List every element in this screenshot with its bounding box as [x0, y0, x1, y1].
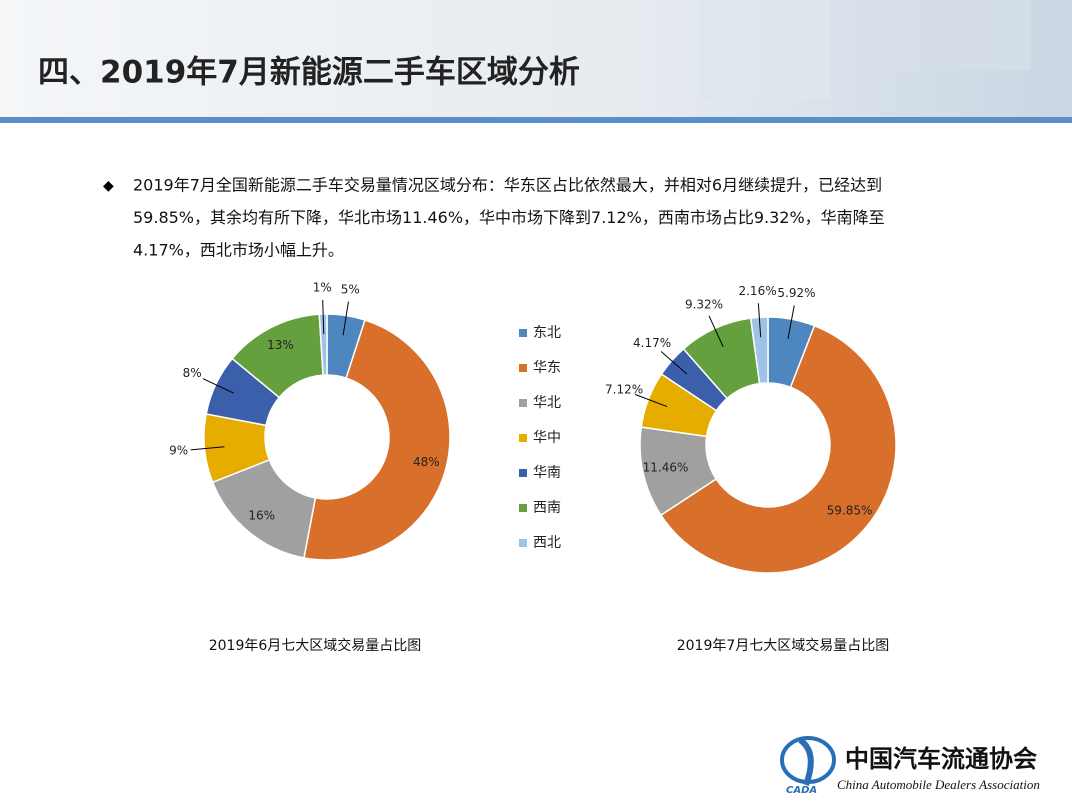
leader-line	[708, 315, 724, 347]
logo-name: 中国汽车流通协会	[845, 745, 1037, 773]
legend-swatch	[519, 504, 527, 512]
legend-label: 华南	[533, 465, 561, 481]
paragraph-line: 59.85%，其余均有所下降，华北市场11.46%，华中市场下降到7.12%，西…	[133, 208, 885, 227]
slide-title: 四、2019年7月新能源二手车区域分析	[38, 55, 580, 91]
data-label: 9.32%	[685, 297, 723, 311]
legend-swatch	[519, 539, 527, 547]
legend-swatch	[519, 434, 527, 442]
paragraph-line: 4.17%，西北市场小幅上升。	[133, 241, 344, 260]
legend-swatch	[519, 469, 527, 477]
charts: 5% 48% 16% 9% 8% 13% 1% 2019年6月七大区域交易量占比图 5.92% 5…	[169, 281, 897, 654]
leader-line	[202, 378, 235, 394]
paragraph-line: 2019年7月全国新能源二手车交易量情况区域分布：华东区占比依然最大，并相对6月…	[133, 176, 882, 195]
legend-label: 华中	[533, 430, 561, 446]
legend-label: 华北	[533, 395, 561, 411]
data-label: 8%	[183, 366, 202, 380]
legend-label: 东北	[533, 325, 561, 341]
bullet: ◆	[103, 178, 114, 194]
donut-slice	[659, 324, 897, 574]
leader-line	[322, 300, 325, 335]
leader-line	[342, 301, 349, 336]
header-rule	[0, 117, 1072, 123]
header-decor	[700, 0, 830, 100]
leader-line	[635, 394, 668, 408]
chart-caption: 2019年6月七大区域交易量占比图	[209, 637, 422, 654]
logo-english: China Automobile Dealers Association	[837, 777, 1040, 792]
data-label: 2.16%	[738, 284, 776, 298]
legend-label: 华东	[533, 360, 561, 376]
header-decor	[880, 0, 1030, 70]
data-label: 16%	[248, 508, 275, 522]
data-label: 9%	[169, 444, 188, 458]
legend-label: 西南	[533, 500, 561, 516]
leader-line	[757, 303, 762, 338]
data-label: 11.46%	[643, 460, 689, 474]
legend-swatch	[519, 399, 527, 407]
leader-line	[190, 446, 225, 451]
data-label: 7.12%	[605, 383, 643, 397]
data-label: 13%	[267, 338, 294, 352]
data-label: 1%	[313, 281, 332, 295]
donut-slice	[749, 316, 769, 385]
data-label: 4.17%	[633, 336, 671, 350]
paragraph: 2019年7月全国新能源二手车交易量情况区域分布：华东区占比依然最大，并相对6月…	[133, 176, 885, 260]
data-label: 5%	[341, 282, 360, 296]
logo-abbr: CADA	[786, 785, 817, 796]
leader-line	[660, 351, 688, 375]
leader-line	[787, 305, 795, 339]
data-label: 48%	[413, 455, 440, 469]
logo: CADA 中国汽车流通协会 China Automobile Dealers A…	[780, 736, 1040, 796]
donut-slice	[303, 319, 451, 561]
data-label: 59.85%	[827, 504, 873, 518]
legend-label: 西北	[533, 535, 561, 551]
legend-swatch	[519, 329, 527, 337]
data-label: 5.92%	[777, 286, 815, 300]
chart-caption: 2019年7月七大区域交易量占比图	[677, 637, 890, 654]
legend-swatch	[519, 364, 527, 372]
donut-slice	[318, 313, 328, 376]
